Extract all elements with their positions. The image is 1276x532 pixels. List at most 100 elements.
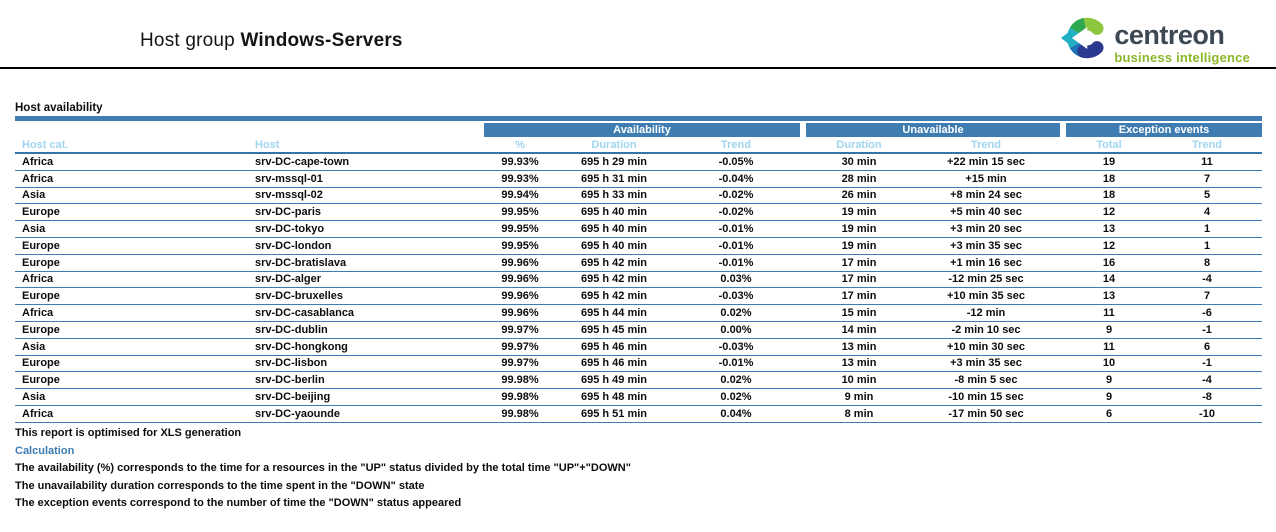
cell-events-total: 9 — [1105, 374, 1113, 387]
cell-events-total: 18 — [1102, 172, 1116, 185]
cell-host: srv-DC-tokyo — [255, 223, 325, 236]
cell-availability-duration: 695 h 42 min — [580, 273, 648, 286]
table-row: Europe srv-DC-paris 99.95% 695 h 40 min … — [15, 204, 1262, 222]
cell-unavailable-duration: 28 min — [841, 172, 877, 185]
cell-host-cat: Africa — [22, 407, 54, 420]
cell-events-trend: 7 — [1203, 172, 1211, 185]
cell-unavailable-duration: 14 min — [841, 323, 877, 336]
unavailability-definition: The unavailability duration corresponds … — [15, 479, 425, 492]
section-title: Host availability — [15, 102, 103, 114]
cell-host: srv-DC-yaounde — [255, 407, 340, 420]
cell-unavailable-trend: +15 min — [965, 172, 1007, 185]
table-row: Europe srv-DC-dublin 99.97% 695 h 45 min… — [15, 322, 1262, 339]
cell-availability-duration: 695 h 33 min — [580, 189, 648, 202]
cell-availability-trend: -0.01% — [718, 239, 754, 252]
cell-host: srv-DC-bruxelles — [255, 290, 344, 303]
cell-host-cat: Europe — [22, 357, 60, 370]
group-header-exception-events: Exception events — [1066, 123, 1262, 137]
cell-events-trend: 6 — [1203, 340, 1211, 353]
cell-unavailable-trend: -17 min 50 sec — [948, 407, 1024, 420]
table-row: Asia srv-DC-tokyo 99.95% 695 h 40 min -0… — [15, 221, 1262, 238]
cell-availability-pct: 99.96% — [501, 307, 539, 320]
cell-availability-duration: 695 h 40 min — [580, 206, 648, 219]
cell-availability-duration: 695 h 46 min — [580, 340, 648, 353]
cell-unavailable-trend: +3 min 20 sec — [950, 223, 1022, 236]
cell-events-trend: -6 — [1202, 307, 1212, 320]
cell-host: srv-DC-beijing — [255, 391, 331, 404]
table-group-header-row: Availability Unavailable Exception event… — [15, 123, 1262, 137]
cell-availability-pct: 99.95% — [501, 239, 539, 252]
header-divider — [0, 67, 1276, 69]
cell-events-trend: 11 — [1201, 155, 1213, 168]
cell-events-trend: 1 — [1203, 239, 1211, 252]
table-row: Asia srv-DC-hongkong 99.97% 695 h 46 min… — [15, 339, 1262, 356]
cell-unavailable-duration: 8 min — [844, 407, 874, 420]
col-header-unavailable-trend: Trend — [971, 139, 1001, 151]
cell-availability-trend: -0.02% — [718, 189, 754, 202]
cell-availability-trend: 0.02% — [720, 391, 752, 404]
cell-host-cat: Asia — [22, 189, 46, 202]
col-header-unavailable-duration: Duration — [836, 139, 882, 151]
cell-availability-duration: 695 h 29 min — [580, 155, 648, 168]
availability-definition: The availability (%) corresponds to the … — [15, 462, 631, 474]
cell-host-cat: Asia — [22, 340, 46, 353]
cell-availability-duration: 695 h 40 min — [580, 239, 648, 252]
cell-availability-trend: -0.01% — [718, 256, 754, 269]
cell-events-total: 16 — [1102, 256, 1116, 269]
cell-unavailable-duration: 17 min — [841, 273, 877, 286]
cell-unavailable-duration: 13 min — [841, 340, 877, 353]
centreon-logo-icon — [1061, 15, 1107, 66]
calculation-label: Calculation — [15, 444, 75, 457]
cell-unavailable-trend: +3 min 35 sec — [950, 357, 1022, 370]
cell-availability-trend: -0.05% — [718, 155, 754, 168]
table-body: Africa srv-DC-cape-town 99.93% 695 h 29 … — [15, 154, 1262, 423]
cell-availability-trend: 0.04% — [720, 407, 752, 420]
cell-availability-trend: -0.01% — [718, 357, 754, 370]
centreon-brand-name: centreon — [1114, 20, 1225, 50]
cell-availability-duration: 695 h 49 min — [580, 374, 648, 387]
xls-note: This report is optimised for XLS generat… — [15, 427, 242, 439]
col-header-host-cat: Host cat. — [22, 139, 69, 151]
centreon-logo: centreon business intelligence — [1061, 15, 1250, 66]
cell-unavailable-trend: -8 min 5 sec — [954, 374, 1018, 387]
cell-host-cat: Europe — [22, 290, 60, 303]
centreon-tagline: business intelligence — [1114, 50, 1250, 65]
cell-unavailable-duration: 19 min — [841, 239, 877, 252]
cell-events-total: 18 — [1102, 189, 1116, 202]
table-row: Europe srv-DC-lisbon 99.97% 695 h 46 min… — [15, 356, 1262, 373]
cell-events-trend: 7 — [1203, 290, 1211, 303]
cell-availability-pct: 99.93% — [501, 155, 539, 168]
cell-host-cat: Europe — [22, 239, 60, 252]
cell-events-total: 13 — [1102, 223, 1116, 236]
page-title-hostgroup: Windows-Servers — [240, 30, 403, 51]
cell-host: srv-DC-alger — [255, 273, 322, 286]
cell-unavailable-duration: 26 min — [841, 189, 877, 202]
cell-availability-trend: -0.03% — [718, 290, 754, 303]
cell-events-total: 9 — [1105, 323, 1113, 336]
table-row: Africa srv-DC-casablanca 99.96% 695 h 44… — [15, 305, 1262, 322]
cell-availability-pct: 99.95% — [501, 206, 539, 219]
cell-unavailable-trend: +10 min 35 sec — [947, 290, 1025, 303]
cell-unavailable-duration: 9 min — [844, 391, 874, 404]
exception-events-definition: The exception events correspond to the n… — [15, 497, 462, 509]
cell-host-cat: Africa — [22, 307, 54, 320]
cell-host: srv-DC-berlin — [255, 374, 325, 387]
cell-availability-trend: 0.02% — [720, 374, 752, 387]
page-title-prefix: Host group — [140, 30, 235, 51]
section-title-underline — [15, 116, 1262, 121]
cell-availability-trend: 0.02% — [720, 307, 752, 320]
cell-unavailable-duration: 10 min — [841, 374, 877, 387]
cell-host-cat: Asia — [22, 391, 46, 404]
cell-availability-duration: 695 h 48 min — [580, 391, 648, 404]
cell-availability-duration: 695 h 51 min — [580, 407, 648, 420]
cell-availability-pct: 99.96% — [501, 273, 539, 286]
cell-host: srv-DC-paris — [255, 206, 322, 219]
table-row: Africa srv-DC-cape-town 99.93% 695 h 29 … — [15, 154, 1262, 171]
centreon-logo-text: centreon business intelligence — [1114, 15, 1250, 65]
col-header-events-trend: Trend — [1192, 139, 1222, 151]
cell-unavailable-trend: -2 min 10 sec — [951, 323, 1021, 336]
cell-host: srv-DC-lisbon — [255, 357, 328, 370]
cell-events-total: 10 — [1102, 357, 1116, 370]
cell-events-trend: -1 — [1202, 357, 1212, 370]
cell-unavailable-duration: 19 min — [841, 223, 877, 236]
